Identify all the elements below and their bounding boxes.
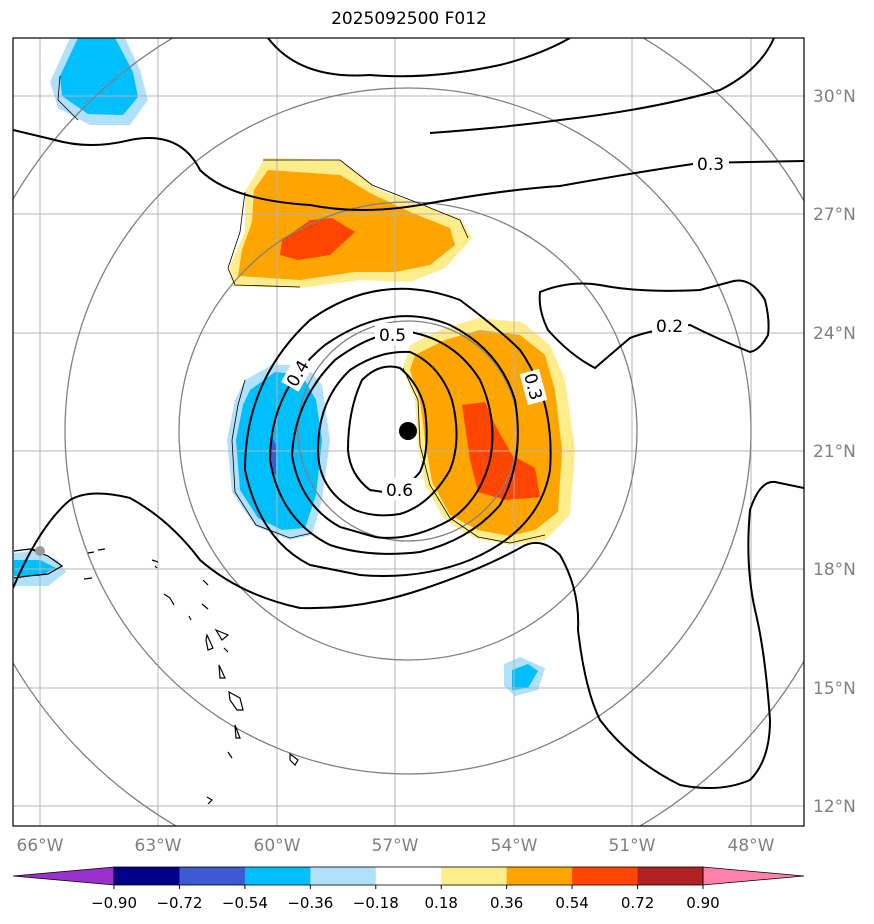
- colorbar-segment: [375, 867, 442, 885]
- colorbar-segment: [179, 867, 246, 885]
- lat-label-21n: 21°N: [813, 442, 856, 462]
- lon-label-60w: 60°W: [254, 836, 301, 856]
- lon-label-54w: 54°W: [491, 836, 538, 856]
- colorbar-segment: [572, 867, 639, 885]
- latitude-labels: 30°N 27°N 24°N 21°N 18°N 15°N 12°N: [813, 87, 856, 817]
- colorbar-tick-label: −0.18: [353, 894, 399, 912]
- colorbar-tick-label: −0.90: [91, 894, 137, 912]
- contour-lines: [13, 38, 804, 789]
- colorbar-extend-high: [702, 866, 805, 886]
- colorbar-extend-low: [12, 866, 115, 886]
- colorbar-segment: [506, 867, 573, 885]
- colorbar-segment: [114, 867, 180, 885]
- map-plot-area: 0.3 0.2 0.5 0.4 0.3 0.6: [13, 38, 804, 826]
- colorbar-outline: [113, 866, 704, 886]
- colorbar-tick-label: 0.36: [490, 894, 523, 912]
- contour-label-2: 0.2: [656, 317, 683, 337]
- contour-label-3: 0.5: [379, 326, 406, 346]
- colorbar-tick-label: 0.18: [425, 894, 458, 912]
- contour-label-1: 0.3: [697, 155, 724, 175]
- lon-label-57w: 57°W: [372, 836, 419, 856]
- longitude-labels: 66°W 63°W 60°W 57°W 54°W 51°W 48°W: [17, 836, 775, 856]
- colorbar-tick-label: −0.36: [287, 894, 333, 912]
- lon-label-48w: 48°W: [728, 836, 775, 856]
- shading-outlines: [57, 75, 546, 544]
- contour-labels: 0.3 0.2 0.5 0.4 0.3 0.6: [281, 152, 729, 501]
- lon-label-66w: 66°W: [17, 836, 64, 856]
- map-title: 2025092500 F012: [331, 9, 487, 29]
- colorbar-tick-label: 0.72: [621, 894, 654, 912]
- colorbar-segment: [441, 867, 508, 885]
- gray-marker-dot: [35, 546, 45, 556]
- lat-label-30n: 30°N: [813, 87, 856, 107]
- colorbar-segment: [244, 867, 311, 885]
- colorbar-tick-label: 0.54: [555, 894, 588, 912]
- map-frame: [12, 37, 805, 827]
- contour-label-6: 0.6: [386, 481, 413, 501]
- lat-label-12n: 12°N: [813, 797, 856, 817]
- colorbar-segment: [637, 867, 704, 885]
- coastlines: [13, 548, 299, 805]
- colorbar-tick-label: 0.90: [686, 894, 719, 912]
- lat-label-15n: 15°N: [813, 679, 856, 699]
- colorbar-segment: [310, 867, 377, 885]
- lat-lon-grid: [13, 38, 804, 826]
- colorbar-tick-label: −0.54: [222, 894, 268, 912]
- storm-center-marker: [399, 422, 417, 440]
- colorbar: −0.90 −0.72 −0.54 −0.36 −0.18 0.18 0.36 0.54 0.7…: [12, 866, 805, 912]
- lon-label-63w: 63°W: [135, 836, 182, 856]
- lat-label-18n: 18°N: [813, 560, 856, 580]
- lat-label-27n: 27°N: [813, 205, 856, 225]
- colorbar-tick-label: −0.72: [156, 894, 202, 912]
- lon-label-51w: 51°W: [609, 836, 656, 856]
- lat-label-24n: 24°N: [813, 324, 856, 344]
